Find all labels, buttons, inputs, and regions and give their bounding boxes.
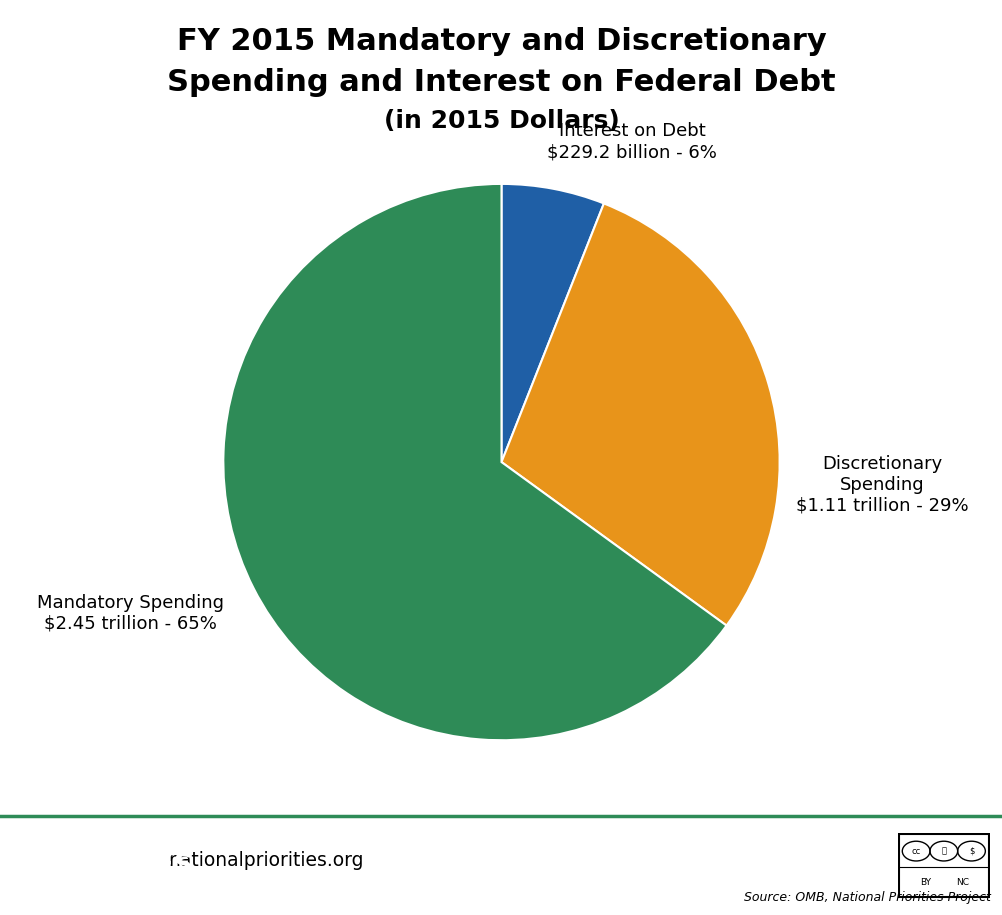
Text: ⓘ: ⓘ <box>941 846 945 856</box>
Text: Mandatory Spending
$2.45 trillion - 65%: Mandatory Spending $2.45 trillion - 65% <box>37 594 223 632</box>
Text: NC: NC <box>955 877 968 887</box>
Text: FY 2015 Mandatory and Discretionary: FY 2015 Mandatory and Discretionary <box>176 27 826 56</box>
Text: Discretionary
Spending
$1.11 trillion - 29%: Discretionary Spending $1.11 trillion - … <box>796 455 968 515</box>
Text: Interest on Debt
$229.2 billion - 6%: Interest on Debt $229.2 billion - 6% <box>546 123 716 161</box>
Wedge shape <box>501 184 603 462</box>
Text: $: $ <box>968 846 973 856</box>
Text: BY: BY <box>919 877 930 887</box>
Wedge shape <box>501 203 779 626</box>
Wedge shape <box>223 184 725 740</box>
Text: cc: cc <box>911 846 920 856</box>
Text: nationalpriorities.org: nationalpriorities.org <box>168 851 363 870</box>
Text: NATIONAL: NATIONAL <box>47 834 98 843</box>
Text: Spending and Interest on Federal Debt: Spending and Interest on Federal Debt <box>167 68 835 97</box>
Text: Source: OMB, National Priorities Project: Source: OMB, National Priorities Project <box>743 890 990 904</box>
Text: PROJECT: PROJECT <box>128 889 172 899</box>
Text: PRIORITIES: PRIORITIES <box>26 854 193 879</box>
Text: (in 2015 Dollars): (in 2015 Dollars) <box>383 109 619 133</box>
